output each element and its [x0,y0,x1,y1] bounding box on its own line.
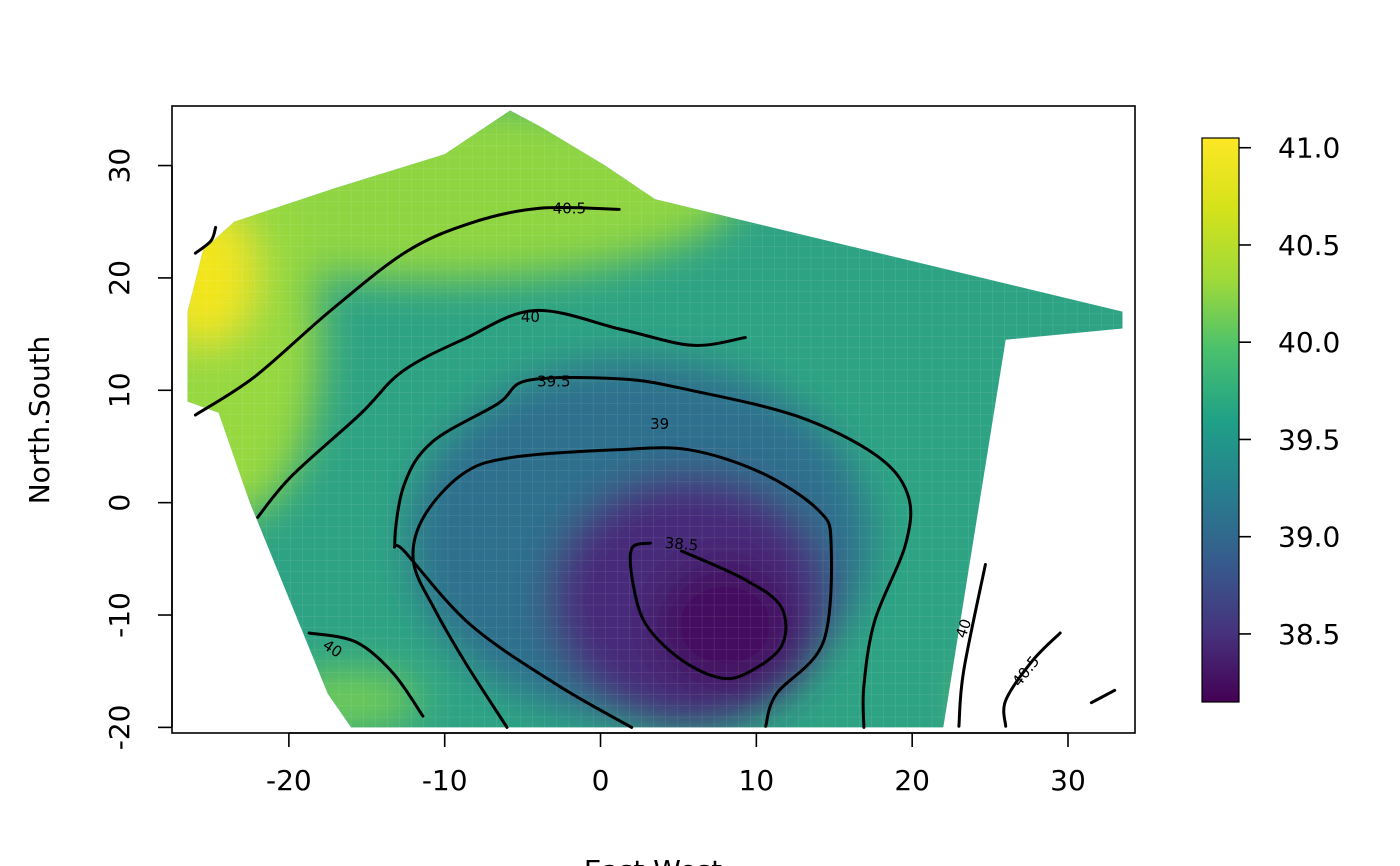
contour-label: 40 [521,308,540,326]
x-axis-title: East.West [584,854,722,866]
contour-line-39-5 [392,375,913,729]
contour-line-38-5 [628,541,788,681]
y-axis-title: North.South [23,336,56,505]
contour-line-40-5 [193,205,621,417]
x-tick-label: 10 [739,764,775,797]
cell-grid-overlay [187,110,1123,728]
contour-line-39 [411,446,833,729]
heatmap-surface [187,110,1123,728]
y-tick-label: 20 [103,260,136,296]
contour-label: 40 [952,617,975,641]
contour-label: 40.5 [553,199,586,217]
y-tick-label: -20 [103,705,136,751]
x-tick-label: -20 [266,764,312,797]
x-tick-label: -10 [422,764,468,797]
blob-southeast-high [970,665,1123,728]
contour-line-40-5 [1002,631,1062,728]
contour-label: 39.5 [537,372,570,390]
colorbar-tick-label: 40.5 [1278,229,1340,262]
y-tick-label: -10 [103,592,136,638]
colorbar: 38.5 39.0 39.5 40.0 40.5 41.0 [1201,132,1340,703]
x-tick-label: 30 [1050,764,1086,797]
colorbar-gradient [1201,137,1240,703]
colorbar-tick-label: 41.0 [1278,132,1340,165]
y-axis: -20 -10 0 10 20 30 [103,148,173,751]
contour-label: 39 [650,415,669,433]
y-tick-label: 30 [103,148,136,184]
y-tick-label: 10 [103,372,136,408]
contour-line-40 [307,631,425,718]
colorbar-tick-label: 40.0 [1278,326,1340,359]
contour-line-40 [256,308,747,519]
x-tick-label: 0 [592,764,610,797]
contour-label: 38.5 [664,534,699,555]
colorbar-tick-label: 39.5 [1278,423,1340,456]
contour-lines [193,205,1117,729]
contour-line-41 [1089,688,1117,705]
contour-line-41 [193,225,218,255]
contour-line-40 [957,563,987,728]
colorbar-tick-label: 39.0 [1278,521,1340,554]
x-axis: -20 -10 0 10 20 30 [266,732,1086,797]
y-tick-label: 0 [103,494,136,512]
colorbar-ticks: 38.5 39.0 39.5 40.0 40.5 41.0 [1239,132,1340,651]
x-tick-label: 20 [894,764,930,797]
colorbar-tick-label: 38.5 [1278,618,1340,651]
